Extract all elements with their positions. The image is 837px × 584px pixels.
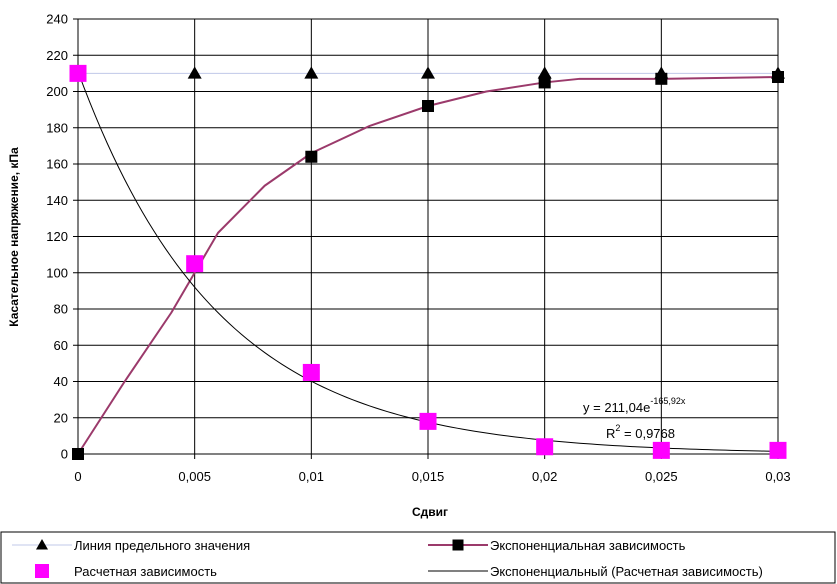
calculated-point: [769, 441, 787, 459]
legend-marker: [35, 564, 49, 578]
r-squared-text: R2 = 0,9768: [606, 423, 675, 441]
exponential-dependence-line: [77, 76, 779, 455]
exponential-point: [72, 448, 84, 460]
y-tick-label: 140: [46, 193, 68, 208]
exponential-point: [305, 150, 318, 163]
y-tick-label: 60: [54, 338, 68, 353]
calculated-point: [419, 412, 437, 430]
grid: [73, 18, 779, 459]
y-tick-label: 160: [46, 157, 68, 172]
x-tick-label: 0,03: [765, 469, 790, 484]
y-tick-label: 120: [46, 229, 68, 244]
trendline-equation: y = 211,04e-165,92x R2 = 0,9768: [583, 396, 686, 441]
y-tick-label: 180: [46, 120, 68, 135]
x-tick-label: 0,005: [178, 469, 211, 484]
calculated-point: [69, 64, 87, 82]
x-tick-label: 0,02: [532, 469, 557, 484]
exponential-point: [655, 72, 668, 85]
y-tick-label: 80: [54, 302, 68, 317]
x-axis-title: Сдвиг: [412, 505, 448, 519]
calculated-point: [186, 255, 204, 273]
series-layer: [69, 64, 787, 460]
legend-label: Экспоненциальная зависимость: [490, 538, 686, 553]
y-tick-label: 240: [46, 12, 68, 27]
x-tick-label: 0: [74, 469, 81, 484]
y-tick-label: 0: [61, 447, 68, 462]
x-tick-label: 0,01: [299, 469, 324, 484]
limit-point: [421, 66, 435, 79]
legend-marker: [36, 539, 48, 550]
calculated-point: [536, 438, 554, 456]
x-tick-label: 0,025: [645, 469, 678, 484]
equation-text: y = 211,04e-165,92x: [583, 396, 686, 415]
legend-label: Экспоненциальный (Расчетная зависимость): [490, 564, 763, 579]
exponential-point: [422, 100, 434, 112]
legend: Линия предельного значения Экспоненциальн…: [0, 531, 836, 584]
legend-label: Линия предельного значения: [74, 538, 250, 553]
limit-point: [304, 66, 319, 79]
y-tick-label: 20: [54, 410, 68, 425]
legend-marker: [452, 539, 464, 551]
y-axis-title: Касательное напряжение, кПа: [7, 147, 21, 327]
exponential-point: [538, 76, 551, 89]
plot-area-frame: [77, 18, 779, 455]
y-tick-label: 40: [54, 374, 68, 389]
y-tick-label: 220: [46, 48, 68, 63]
legend-frame: [0, 531, 836, 584]
limit-point: [537, 66, 552, 79]
calculated-point: [652, 441, 670, 459]
exponential-point: [772, 71, 784, 83]
calculated-point: [302, 363, 320, 381]
tick-labels: 0 20 40 60 80 100 120 140 160 180 200 220 240 0 0,005 0…: [46, 12, 790, 485]
legend-label: Расчетная зависимость: [74, 564, 217, 579]
y-tick-label: 200: [46, 84, 68, 99]
x-tick-label: 0,015: [412, 469, 445, 484]
y-tick-label: 100: [46, 265, 68, 280]
limit-point: [187, 66, 202, 79]
